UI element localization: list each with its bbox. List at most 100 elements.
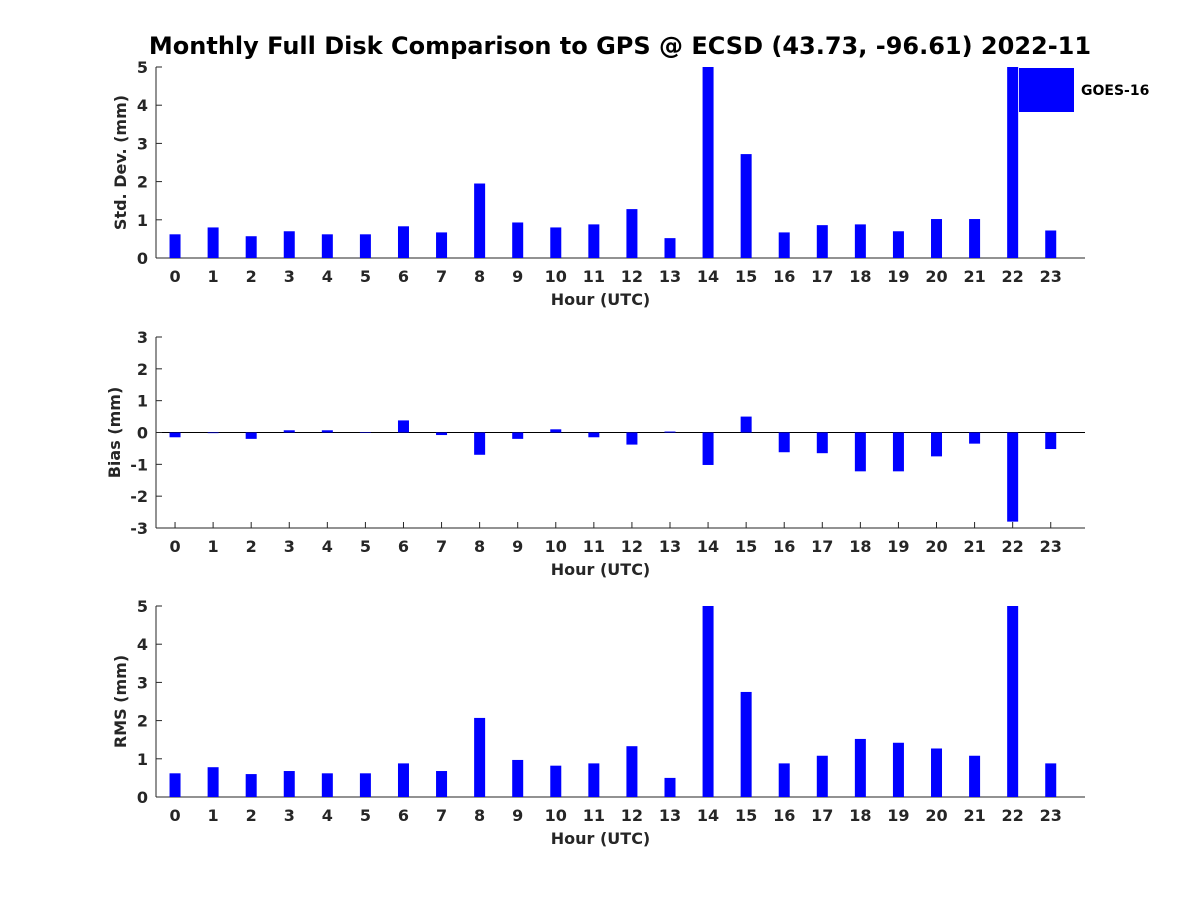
bar (359, 773, 371, 797)
bar (740, 691, 752, 797)
x-tick-label: 17 (811, 806, 833, 825)
bar (1007, 432, 1019, 522)
y-tick-label: 2 (137, 360, 148, 379)
x-tick-label: 23 (1040, 267, 1062, 286)
y-tick-label: 5 (137, 58, 148, 77)
x-tick-label: 10 (545, 267, 567, 286)
legend: GOES-16 (1019, 68, 1149, 112)
x-tick-label: 9 (512, 267, 523, 286)
y-tick-label: 0 (137, 788, 148, 807)
x-tick-label: 11 (583, 537, 605, 556)
x-tick-label: 10 (545, 537, 567, 556)
y-tick-label: 3 (137, 134, 148, 153)
x-tick-label: 10 (545, 806, 567, 825)
x-tick-label: 16 (773, 267, 795, 286)
x-tick-label: 12 (621, 806, 643, 825)
legend-label: GOES-16 (1081, 83, 1149, 99)
x-axis-label: Hour (UTC) (551, 560, 651, 579)
bar (854, 224, 866, 258)
bar (931, 748, 943, 797)
x-tick-label: 13 (659, 806, 681, 825)
x-tick-label: 0 (169, 267, 180, 286)
x-tick-label: 19 (887, 267, 909, 286)
x-tick-label: 2 (246, 537, 257, 556)
x-tick-label: 14 (697, 267, 719, 286)
y-tick-label: 5 (137, 597, 148, 616)
bar (931, 432, 943, 457)
x-tick-label: 5 (360, 537, 371, 556)
x-tick-label: 7 (436, 806, 447, 825)
bar (207, 767, 219, 797)
chart-title: Monthly Full Disk Comparison to GPS @ EC… (149, 32, 1091, 60)
bar (512, 432, 524, 439)
bar (892, 231, 904, 258)
x-tick-label: 4 (322, 537, 333, 556)
bar (588, 224, 600, 258)
x-tick-label: 11 (583, 267, 605, 286)
y-tick-label: 3 (137, 328, 148, 347)
x-tick-label: 16 (773, 806, 795, 825)
bar (436, 771, 448, 797)
x-tick-label: 21 (963, 267, 985, 286)
bar (169, 773, 181, 797)
x-tick-label: 15 (735, 267, 757, 286)
y-tick-label: 4 (137, 96, 148, 115)
y-tick-label: -3 (130, 519, 148, 538)
bar (740, 154, 752, 258)
x-tick-label: 18 (849, 267, 871, 286)
x-tick-label: 4 (322, 806, 333, 825)
x-tick-label: 15 (735, 806, 757, 825)
x-tick-label: 23 (1040, 806, 1062, 825)
bar (626, 432, 638, 445)
y-tick-label: 4 (137, 635, 148, 654)
bar (664, 777, 676, 797)
bar (816, 755, 828, 797)
bar (283, 771, 295, 797)
bar (664, 431, 676, 433)
y-tick-label: 1 (137, 211, 148, 230)
bar (359, 234, 371, 258)
bar (702, 67, 714, 258)
bar (588, 763, 600, 797)
bar (550, 227, 562, 258)
x-tick-label: 16 (773, 537, 795, 556)
x-tick-label: 8 (474, 267, 485, 286)
x-tick-label: 3 (284, 537, 295, 556)
x-tick-label: 12 (621, 267, 643, 286)
bar (397, 420, 409, 433)
y-tick-label: 0 (137, 424, 148, 443)
x-tick-label: 1 (208, 267, 219, 286)
x-tick-label: 21 (963, 537, 985, 556)
x-tick-label: 2 (246, 806, 257, 825)
y-axis-label: Std. Dev. (mm) (111, 95, 130, 230)
bar (816, 432, 828, 454)
x-tick-label: 5 (360, 267, 371, 286)
bar (321, 773, 333, 797)
x-tick-label: 13 (659, 267, 681, 286)
y-tick-label: 2 (137, 173, 148, 192)
bar (702, 606, 714, 797)
bar (626, 746, 638, 797)
x-tick-label: 20 (925, 267, 947, 286)
x-tick-label: 19 (887, 537, 909, 556)
bar (397, 226, 409, 258)
bar (512, 759, 524, 797)
bar (436, 232, 448, 258)
bar (892, 432, 904, 472)
x-tick-label: 23 (1040, 537, 1062, 556)
bar (702, 432, 714, 465)
y-tick-label: 2 (137, 712, 148, 731)
x-tick-label: 7 (436, 267, 447, 286)
bar (740, 416, 752, 433)
x-tick-label: 18 (849, 806, 871, 825)
bar (626, 209, 638, 258)
bar (664, 238, 676, 258)
x-tick-label: 13 (659, 537, 681, 556)
bar (892, 742, 904, 797)
x-tick-label: 8 (474, 537, 485, 556)
x-tick-label: 17 (811, 537, 833, 556)
x-tick-label: 22 (1002, 267, 1024, 286)
x-tick-label: 3 (284, 806, 295, 825)
y-tick-label: 1 (137, 392, 148, 411)
